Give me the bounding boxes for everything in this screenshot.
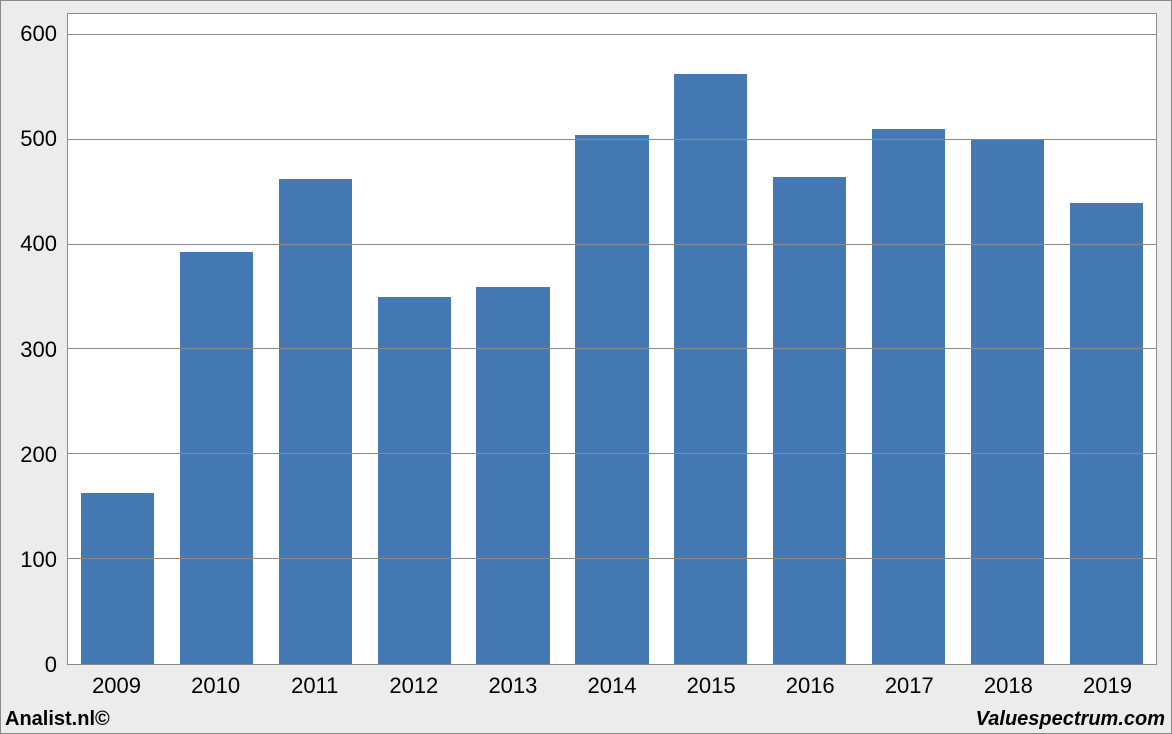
gridline <box>68 348 1156 349</box>
bar-slot <box>661 14 760 664</box>
x-tick-label: 2013 <box>463 673 562 699</box>
y-tick-label: 0 <box>5 652 57 678</box>
y-tick-label: 500 <box>5 126 57 152</box>
gridline <box>68 453 1156 454</box>
x-tick-label: 2016 <box>761 673 860 699</box>
bar-slot <box>958 14 1057 664</box>
footer-right-credit: Valuespectrum.com <box>976 708 1165 731</box>
x-tick-label: 2019 <box>1058 673 1157 699</box>
plot-area <box>67 13 1157 665</box>
bar <box>279 179 352 664</box>
bar <box>971 140 1044 664</box>
x-tick-label: 2009 <box>67 673 166 699</box>
bar <box>476 287 549 664</box>
bars-region <box>68 14 1156 664</box>
gridline <box>68 34 1156 35</box>
bar <box>180 252 253 664</box>
bar <box>674 74 747 664</box>
bar <box>872 129 945 664</box>
gridline <box>68 139 1156 140</box>
chart-container: 0 100 200 300 400 500 600 20092010201120122013… <box>0 0 1172 734</box>
bar-slot <box>68 14 167 664</box>
x-tick-label: 2012 <box>364 673 463 699</box>
bar <box>378 297 451 664</box>
x-tick-label: 2015 <box>662 673 761 699</box>
y-tick-label: 300 <box>5 337 57 363</box>
bar-slot <box>859 14 958 664</box>
bar-slot <box>760 14 859 664</box>
bar-slot <box>464 14 563 664</box>
x-tick-label: 2018 <box>959 673 1058 699</box>
x-tick-label: 2014 <box>562 673 661 699</box>
bar-slot <box>1057 14 1156 664</box>
y-tick-label: 200 <box>5 442 57 468</box>
bar-slot <box>563 14 662 664</box>
gridline <box>68 244 1156 245</box>
y-tick-label: 400 <box>5 231 57 257</box>
bar <box>1070 203 1143 664</box>
x-axis: 2009201020112012201320142015201620172018… <box>67 673 1157 699</box>
bar <box>773 177 846 665</box>
y-tick-label: 600 <box>5 21 57 47</box>
bar <box>575 135 648 664</box>
bar-slot <box>266 14 365 664</box>
y-tick-label: 100 <box>5 547 57 573</box>
bar <box>81 493 154 664</box>
gridline <box>68 558 1156 559</box>
x-tick-label: 2017 <box>860 673 959 699</box>
plot-wrap: 0 100 200 300 400 500 600 20092010201120122013… <box>5 5 1167 703</box>
bar-slot <box>167 14 266 664</box>
footer-left-credit: Analist.nl© <box>5 708 110 731</box>
bar-slot <box>365 14 464 664</box>
x-tick-label: 2011 <box>265 673 364 699</box>
x-tick-label: 2010 <box>166 673 265 699</box>
